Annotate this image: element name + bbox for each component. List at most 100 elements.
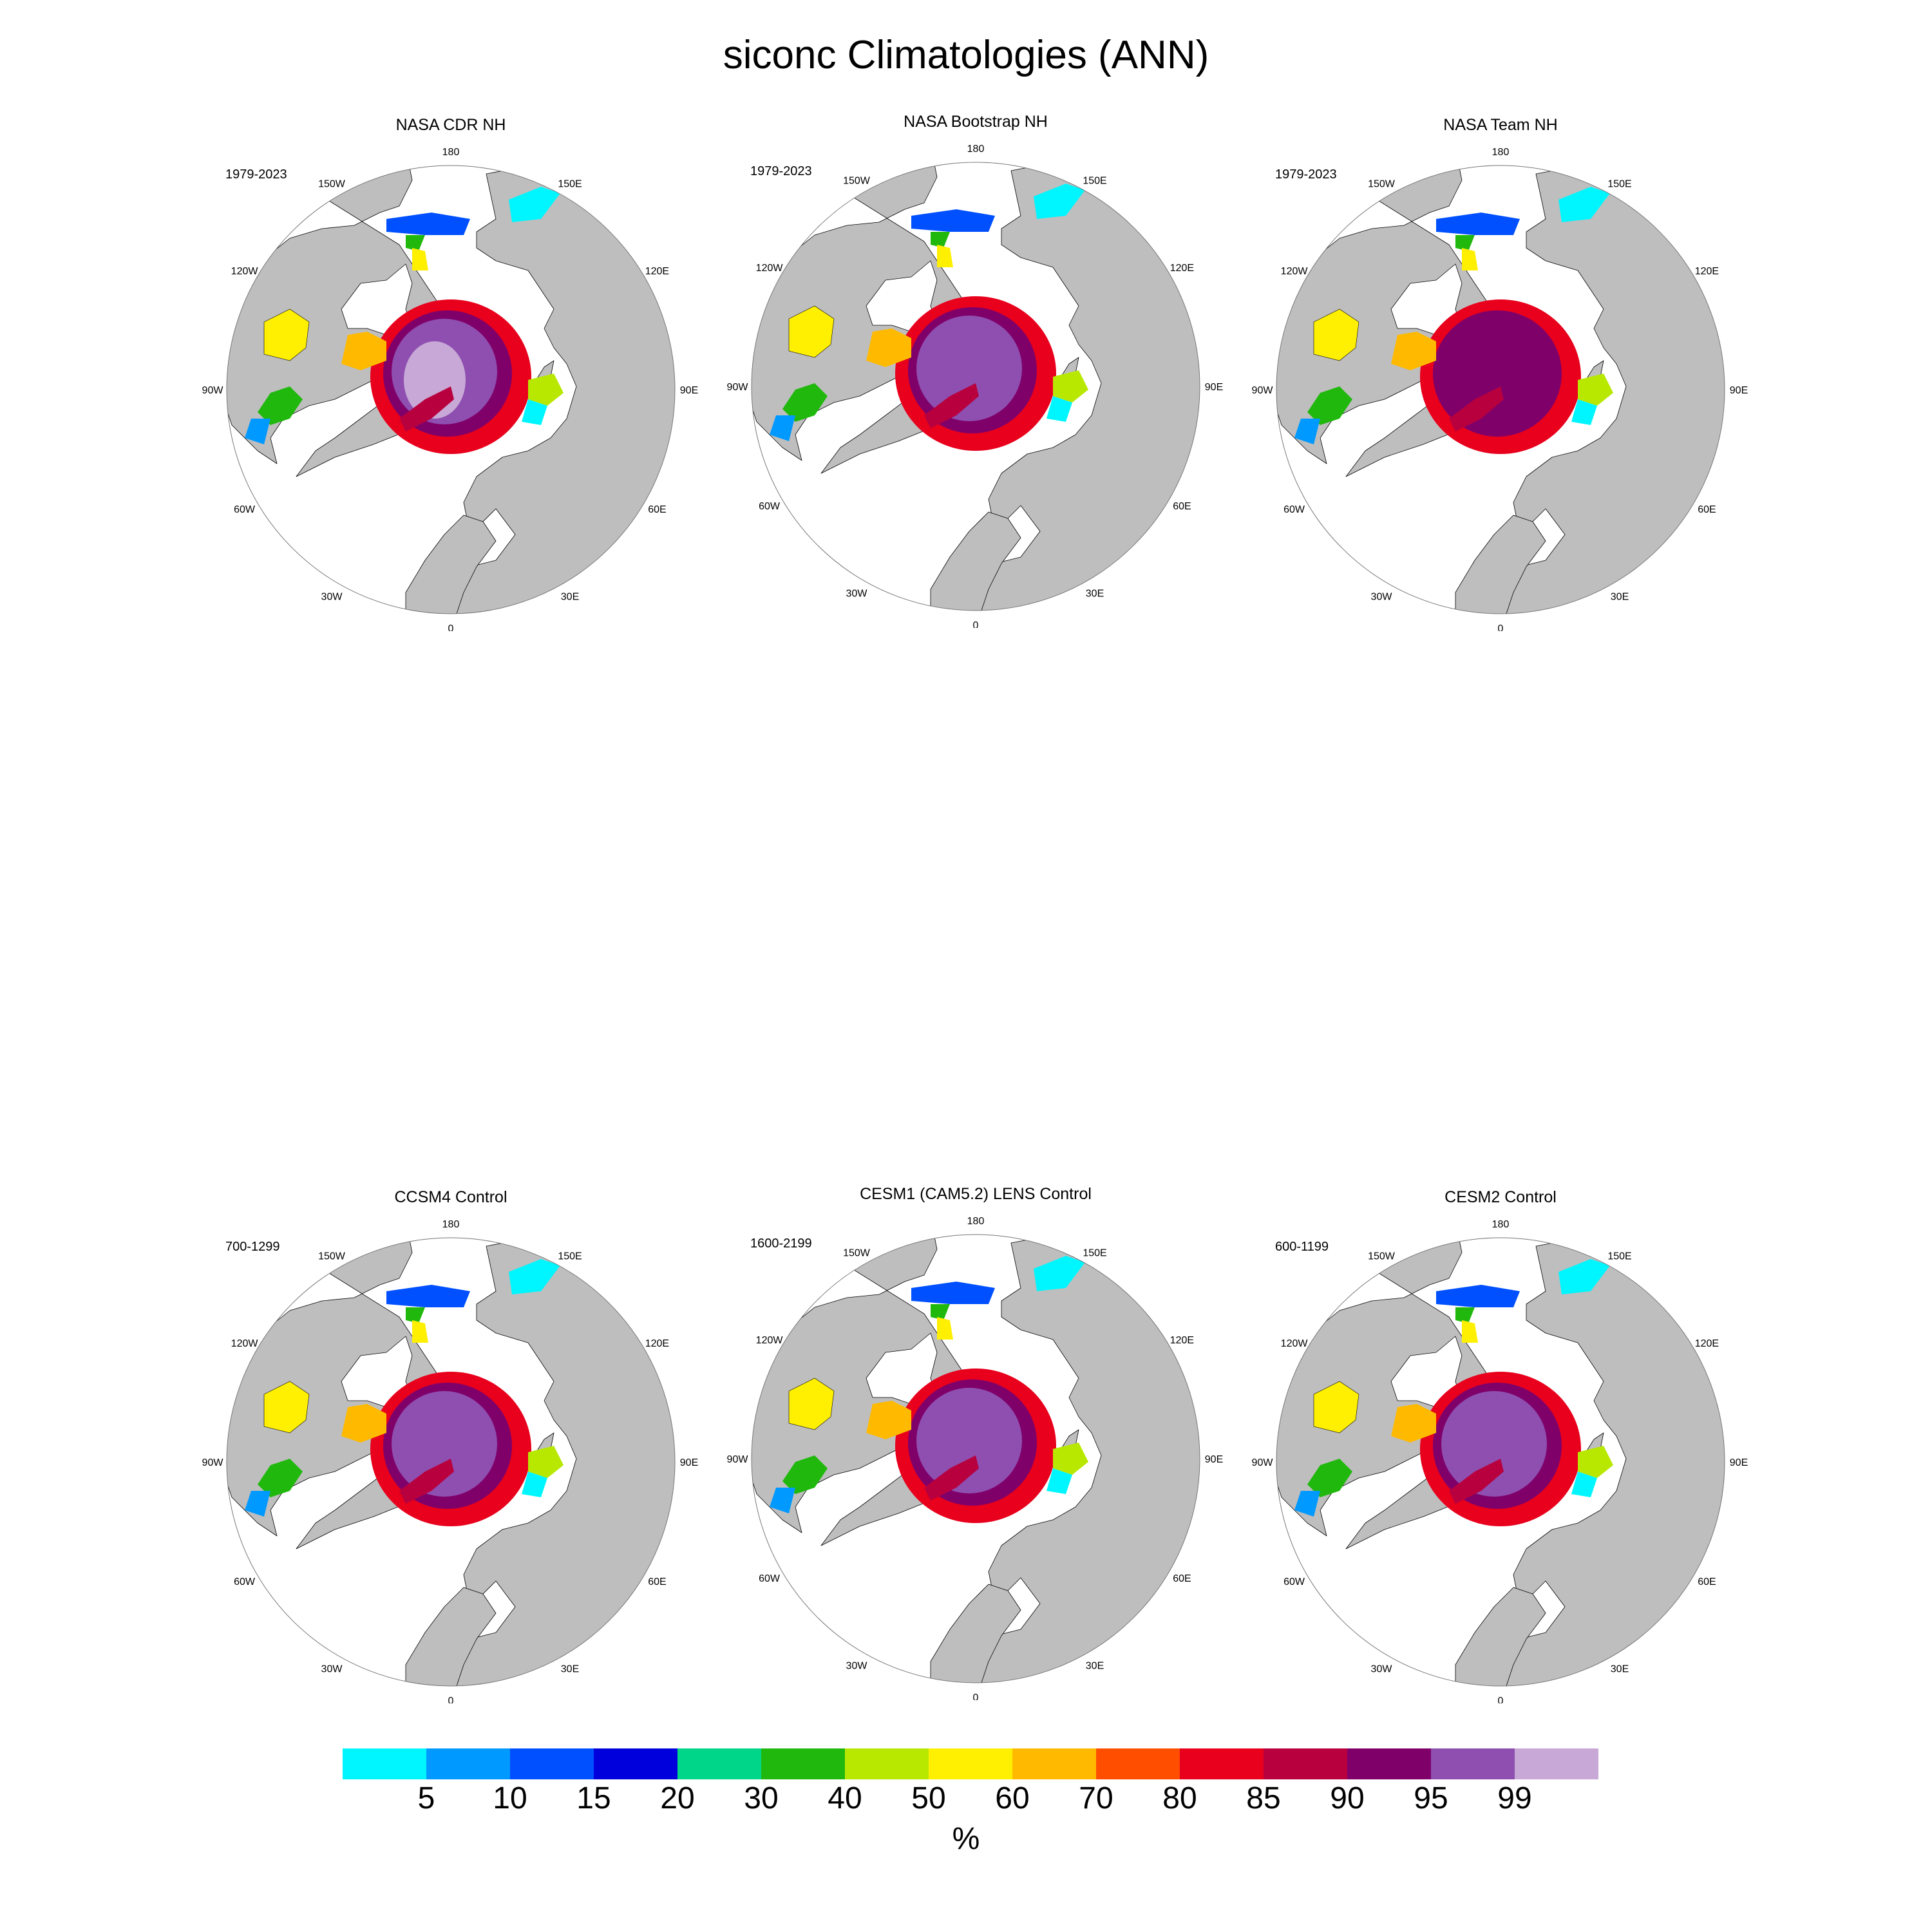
polar-map: 180 150E 120E 90E 60E 30E 0 30W 60W 90W 120W 150W <box>1252 1219 1748 1703</box>
longitude-label: 120E <box>645 1338 669 1349</box>
colorbar-label: 50 <box>911 1781 946 1815</box>
panel-years: 1979-2023 <box>225 167 287 182</box>
longitude-label: 120E <box>645 266 669 277</box>
longitude-label: 150W <box>318 179 346 190</box>
map-panel: 180 150E 120E 90E 60E 30E 0 30W 60W 90W 120W 150W CE… <box>718 1185 1233 1700</box>
longitude-label: 150E <box>558 179 582 190</box>
longitude-label: 180 <box>1492 147 1510 158</box>
longitude-label: 0 <box>973 620 979 628</box>
colorbar-label: 10 <box>493 1781 527 1815</box>
longitude-label: 120W <box>756 263 784 274</box>
longitude-label: 60W <box>759 501 781 512</box>
polar-map: 180 150E 120E 90E 60E 30E 0 30W 60W 90W 120W 150W <box>202 147 699 631</box>
longitude-label: 60E <box>1698 504 1716 515</box>
longitude-label: 150E <box>1083 176 1106 187</box>
map-panel: 180 150E 120E 90E 60E 30E 0 30W 60W 90W 120W 150W NA… <box>193 116 708 631</box>
panel-title: CCSM4 Control <box>394 1188 507 1206</box>
longitude-label: 60W <box>1283 1577 1305 1587</box>
longitude-label: 180 <box>442 1219 460 1230</box>
longitude-label: 60E <box>648 504 666 515</box>
longitude-label: 150W <box>843 1248 871 1259</box>
colorbar-swatch <box>594 1748 677 1779</box>
colorbar-label: 70 <box>1079 1781 1113 1815</box>
longitude-label: 120W <box>756 1335 784 1346</box>
colorbar-label: 95 <box>1414 1781 1448 1815</box>
longitude-label: 150E <box>1607 179 1631 190</box>
polar-map: 180 150E 120E 90E 60E 30E 0 30W 60W 90W 120W 150W <box>202 1219 699 1703</box>
longitude-label: 180 <box>967 144 985 155</box>
colorbar <box>343 1748 1598 1779</box>
colorbar-swatch <box>1264 1748 1347 1779</box>
longitude-label: 120W <box>231 1338 259 1349</box>
longitude-label: 90W <box>202 1457 224 1468</box>
colorbar-swatch <box>677 1748 761 1779</box>
longitude-label: 0 <box>1498 1696 1504 1703</box>
longitude-label: 150E <box>1607 1251 1631 1262</box>
polar-map: 180 150E 120E 90E 60E 30E 0 30W 60W 90W 120W 150W <box>1252 147 1748 631</box>
longitude-label: 30W <box>321 1663 343 1674</box>
longitude-label: 60E <box>648 1577 666 1587</box>
longitude-label: 90E <box>1730 385 1748 396</box>
polar-map: 180 150E 120E 90E 60E 30E 0 30W 60W 90W 120W 150W <box>727 144 1224 628</box>
colorbar-swatch <box>929 1748 1012 1779</box>
map-panel: 180 150E 120E 90E 60E 30E 0 30W 60W 90W 120W 150W NA… <box>718 113 1233 628</box>
longitude-label: 120E <box>1170 263 1194 274</box>
colorbar-swatch <box>1347 1748 1431 1779</box>
longitude-label: 90E <box>1205 1454 1223 1465</box>
longitude-label: 30E <box>1611 591 1629 602</box>
longitude-label: 150W <box>318 1251 346 1262</box>
longitude-label: 90E <box>1730 1457 1748 1468</box>
longitude-label: 30W <box>846 588 868 599</box>
colorbar-swatch <box>1431 1748 1515 1779</box>
longitude-label: 150W <box>843 176 871 187</box>
colorbar-swatch <box>1515 1748 1598 1779</box>
longitude-label: 0 <box>448 1696 454 1703</box>
colorbar-swatch <box>1096 1748 1180 1779</box>
longitude-label: 120W <box>1281 266 1309 277</box>
colorbar-label: 99 <box>1497 1781 1532 1815</box>
longitude-label: 60W <box>1283 504 1305 515</box>
longitude-label: 30W <box>321 591 343 602</box>
longitude-label: 60E <box>1173 501 1191 512</box>
longitude-label: 0 <box>1498 623 1504 631</box>
longitude-label: 60W <box>234 1577 256 1587</box>
longitude-label: 0 <box>973 1692 979 1700</box>
colorbar-swatch <box>426 1748 510 1779</box>
panel-title: NASA Bootstrap NH <box>904 113 1048 131</box>
longitude-label: 30W <box>1371 1663 1393 1674</box>
longitude-label: 150W <box>1368 1251 1396 1262</box>
panel-title: NASA Team NH <box>1443 116 1558 134</box>
longitude-label: 90E <box>680 385 698 396</box>
colorbar-swatch <box>845 1748 929 1779</box>
colorbar-labels: 5 10 15 20 30 40 50 60 70 80 85 90 95 99 <box>0 1781 1932 1819</box>
longitude-label: 120E <box>1695 1338 1719 1349</box>
longitude-label: 60W <box>759 1573 781 1584</box>
colorbar-label: 20 <box>660 1781 695 1815</box>
colorbar-label: 40 <box>828 1781 862 1815</box>
colorbar-swatch <box>1012 1748 1096 1779</box>
map-panel: 180 150E 120E 90E 60E 30E 0 30W 60W 90W 120W 150W CE… <box>1243 1188 1758 1703</box>
colorbar-swatch <box>1180 1748 1264 1779</box>
panel-years: 1600-2199 <box>750 1236 812 1251</box>
panel-title: CESM1 (CAM5.2) LENS Control <box>860 1185 1092 1203</box>
longitude-label: 60E <box>1173 1573 1191 1584</box>
longitude-label: 30E <box>1611 1663 1629 1674</box>
colorbar-swatch <box>343 1748 426 1779</box>
colorbar-label: 30 <box>744 1781 779 1815</box>
longitude-label: 90W <box>727 1454 749 1465</box>
longitude-label: 90W <box>1252 1457 1274 1468</box>
panel-years: 600-1199 <box>1275 1240 1329 1254</box>
longitude-label: 60E <box>1698 1577 1716 1587</box>
longitude-label: 30W <box>1371 591 1393 602</box>
colorbar-label: 15 <box>576 1781 611 1815</box>
panel-years: 1979-2023 <box>750 164 812 178</box>
longitude-label: 120W <box>1281 1338 1309 1349</box>
longitude-label: 90E <box>680 1457 698 1468</box>
longitude-label: 180 <box>442 147 460 158</box>
colorbar-label: 80 <box>1162 1781 1197 1815</box>
longitude-label: 90W <box>1252 385 1274 396</box>
map-panel: 180 150E 120E 90E 60E 30E 0 30W 60W 90W 120W 150W CC… <box>193 1188 708 1703</box>
map-panel: 180 150E 120E 90E 60E 30E 0 30W 60W 90W 120W 150W NA… <box>1243 116 1758 631</box>
panel-years: 1979-2023 <box>1275 167 1337 182</box>
colorbar-swatch <box>761 1748 845 1779</box>
